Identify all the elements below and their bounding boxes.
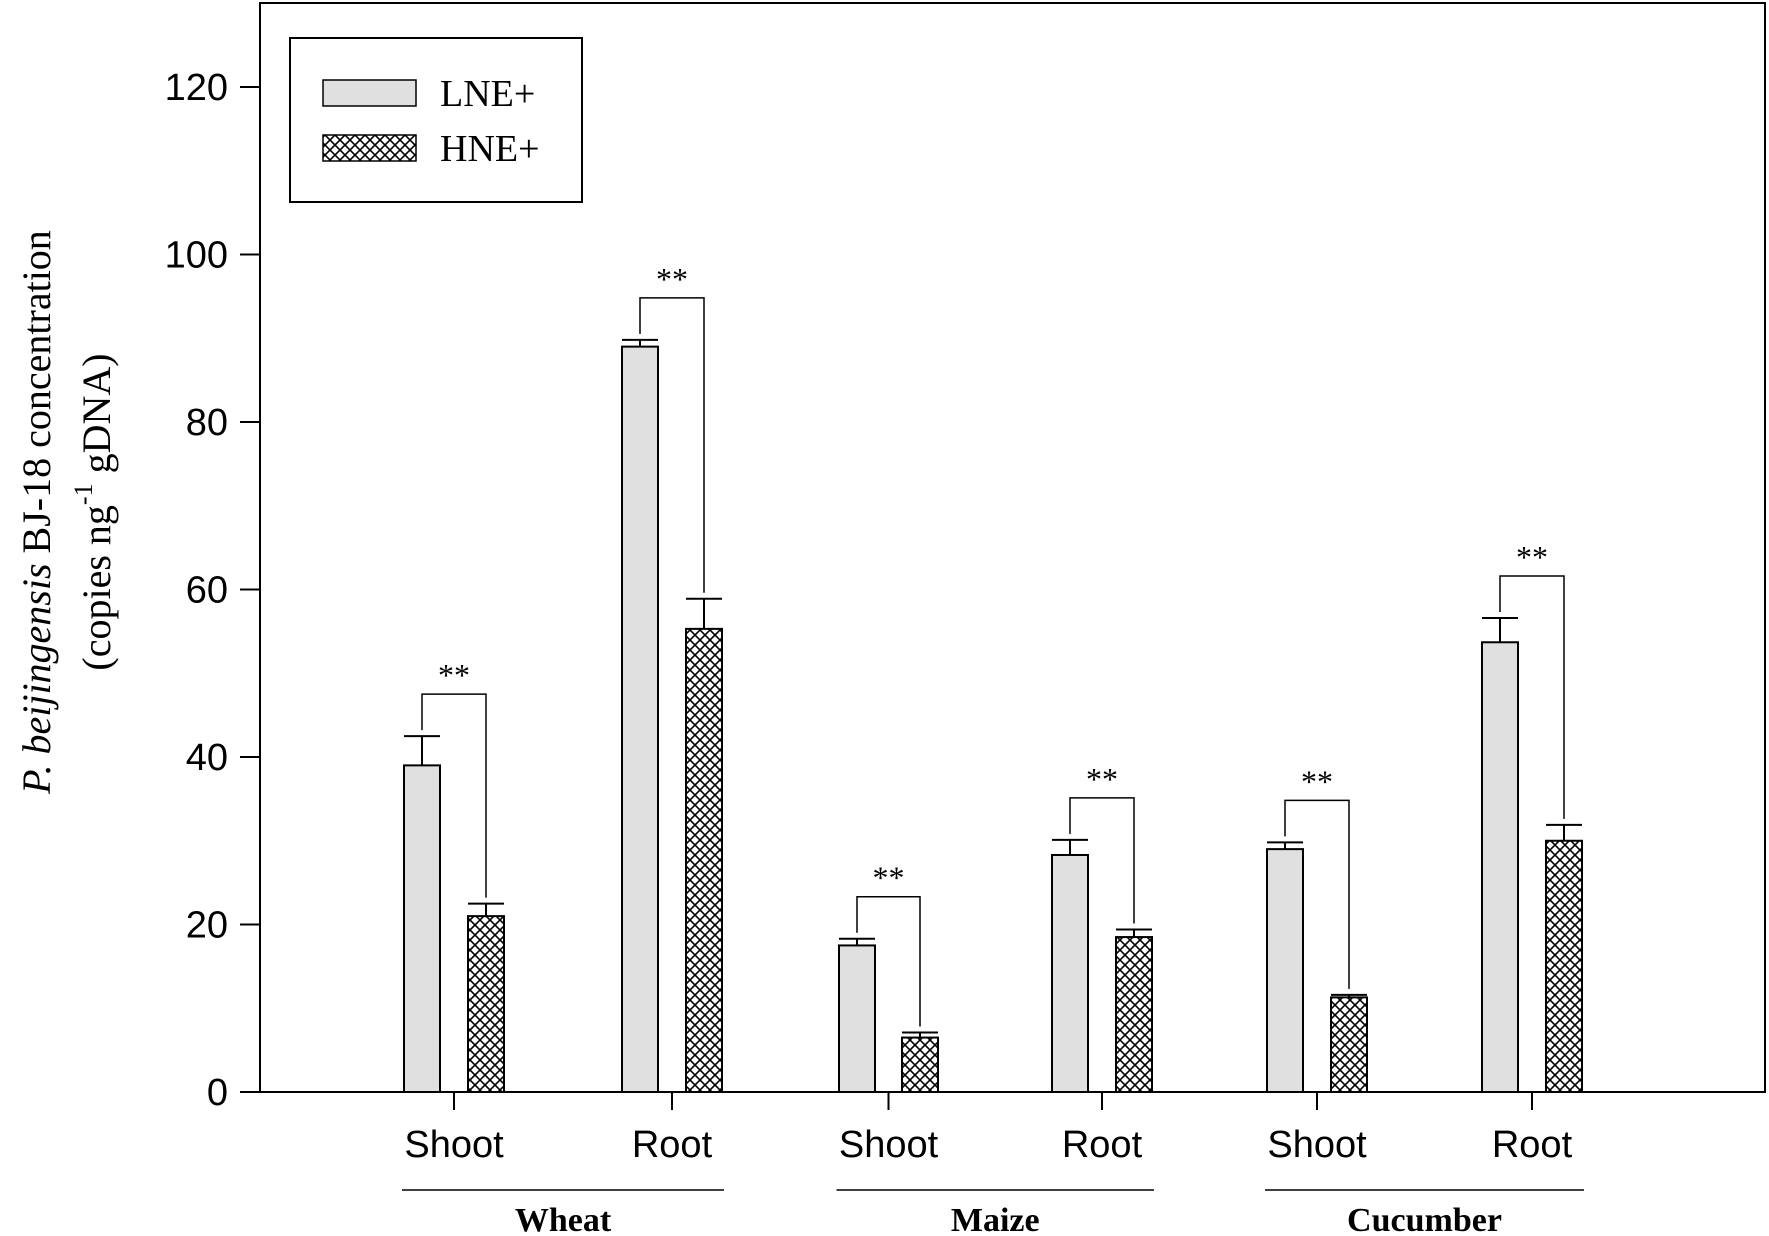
x-category-label: Root [1492, 1124, 1573, 1166]
significance-bracket [421, 693, 487, 898]
x-category-label: Shoot [1267, 1124, 1367, 1166]
x-category-label: Root [1062, 1124, 1143, 1166]
y-tick-label: 0 [207, 1072, 228, 1114]
bar-hne [1115, 936, 1153, 1093]
legend-swatch-hne [322, 134, 417, 162]
x-category-label: Shoot [839, 1124, 939, 1166]
y-axis-title-line2: (copies ng-1 gDNA) [69, 353, 119, 670]
y-tick-label: 120 [165, 67, 228, 109]
y-axis-title-line1: P. beijingensis BJ-18 concentration [14, 230, 59, 795]
y-axis-title-rest: BJ-18 concentration [14, 230, 59, 563]
y-axis-title-unit-post: gDNA) [74, 353, 119, 483]
plot-frame [259, 2, 1766, 1093]
bar-hne [685, 627, 723, 1093]
bar-lne [1051, 853, 1089, 1093]
x-category-label: Shoot [404, 1124, 504, 1166]
significance-label: ** [438, 657, 470, 693]
bar-lne [1481, 641, 1519, 1093]
significance-label: ** [873, 860, 905, 896]
group-label: Maize [951, 1202, 1040, 1236]
bar-hne [1545, 839, 1583, 1093]
significance-label: ** [1516, 539, 1548, 575]
significance-markers: ** ** ** ** ** ** [421, 261, 1565, 1027]
y-axis-title-unit-pre: (copies ng [74, 505, 119, 671]
x-axis: Shoot Root Shoot Root Shoot Root Wheat Maize Cuc… [402, 1092, 1584, 1236]
bar-hne [1330, 996, 1368, 1093]
bar-lne [621, 345, 659, 1093]
bar-lne [1266, 848, 1304, 1093]
bar-lne [838, 944, 876, 1093]
y-tick-label: 20 [186, 905, 228, 947]
significance-bracket [1069, 797, 1135, 924]
bars [403, 345, 1583, 1093]
y-axis-title-italic: P. beijingensis [14, 563, 59, 794]
significance-bracket [1284, 799, 1350, 989]
error-bars [404, 338, 1582, 1038]
significance-bracket [639, 297, 705, 593]
significance-label: ** [656, 261, 688, 297]
group-label: Cucumber [1347, 1202, 1502, 1236]
legend-label-hne: HNE+ [440, 128, 540, 170]
significance-label: ** [1301, 763, 1333, 799]
legend-box [289, 37, 583, 203]
significance-label: ** [1086, 761, 1118, 797]
legend: LNE+ HNE+ [289, 37, 583, 203]
y-tick-label: 60 [186, 570, 228, 612]
bar-hne [901, 1036, 939, 1093]
x-category-label: Root [632, 1124, 713, 1166]
group-label: Wheat [515, 1202, 612, 1236]
y-tick-label: 100 [165, 235, 228, 277]
significance-bracket [856, 895, 921, 1027]
y-tick-label: 40 [186, 737, 228, 779]
significance-bracket [1499, 575, 1565, 819]
y-axis: 0 20 40 60 80 100 120 [165, 67, 260, 1114]
bar-hne [467, 915, 505, 1093]
y-tick-label: 80 [186, 402, 228, 444]
bar-lne [403, 764, 441, 1093]
legend-label-lne: LNE+ [440, 73, 535, 115]
y-axis-title-unit-sup: -1 [69, 483, 98, 505]
legend-swatch-lne [322, 79, 417, 107]
